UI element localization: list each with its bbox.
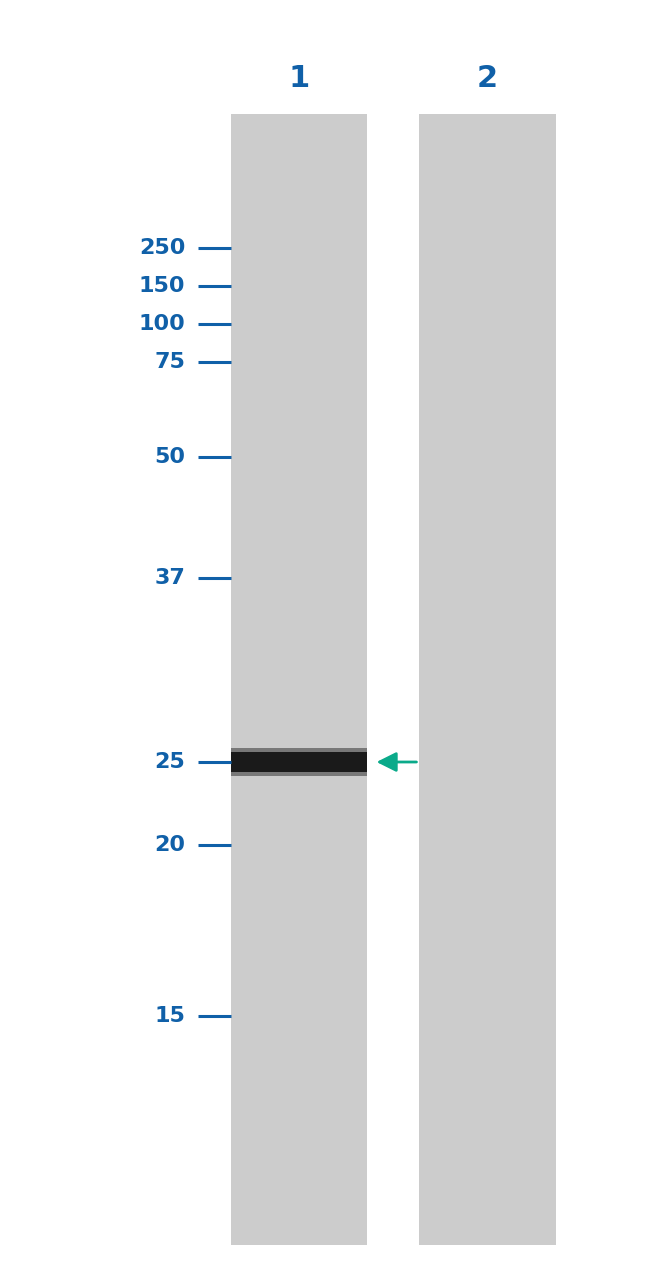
Text: 2: 2 <box>477 65 498 93</box>
Text: 20: 20 <box>154 834 185 855</box>
Text: 25: 25 <box>155 752 185 772</box>
Text: 1: 1 <box>289 65 309 93</box>
Text: 50: 50 <box>154 447 185 467</box>
Text: 150: 150 <box>138 276 185 296</box>
Bar <box>231 748 367 752</box>
Bar <box>419 114 556 1245</box>
Text: 37: 37 <box>154 568 185 588</box>
Text: 250: 250 <box>139 237 185 258</box>
Text: 75: 75 <box>154 352 185 372</box>
Bar <box>231 752 367 772</box>
Bar <box>231 772 367 776</box>
Text: 100: 100 <box>138 314 185 334</box>
Text: 15: 15 <box>154 1006 185 1026</box>
Bar <box>231 114 367 1245</box>
